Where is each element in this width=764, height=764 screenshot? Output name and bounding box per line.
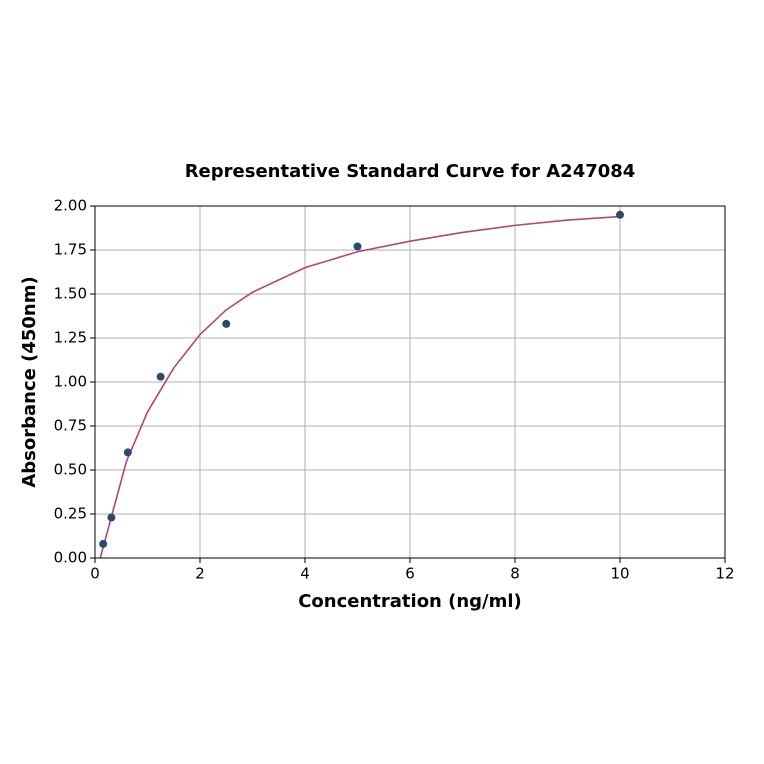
x-axis-label: Concentration (ng/ml) — [298, 591, 522, 612]
y-tick-label: 0.50 — [54, 461, 87, 479]
y-axis-label: Absorbance (450nm) — [19, 276, 40, 487]
plot — [99, 210, 624, 559]
chart-title: Representative Standard Curve for A24708… — [185, 161, 636, 182]
y-tick-label: 1.25 — [54, 329, 87, 347]
data-point — [616, 210, 624, 219]
y-tick-label: 0.00 — [54, 549, 87, 567]
y-tick-label: 0.25 — [54, 505, 87, 523]
data-point — [123, 448, 132, 457]
data-point — [353, 242, 362, 251]
x-tick-label: 4 — [300, 565, 310, 583]
x-tick-label: 2 — [195, 565, 205, 583]
data-point — [156, 372, 165, 381]
x-tick-label: 12 — [715, 565, 734, 583]
y-tick-label: 1.75 — [54, 241, 87, 259]
x-tick-label: 8 — [510, 565, 520, 583]
y-tick-label: 1.50 — [54, 285, 87, 303]
data-point — [99, 539, 108, 548]
fit-curve — [99, 215, 621, 559]
data-point — [222, 319, 231, 328]
y-tick-label: 1.00 — [54, 373, 87, 391]
y-tick-label: 0.75 — [54, 417, 87, 435]
x-tick-label: 6 — [405, 565, 415, 583]
grid — [94, 205, 726, 559]
y-tick-label: 2.00 — [54, 197, 87, 215]
data-point — [107, 513, 116, 522]
x-tick-label: 10 — [610, 565, 629, 583]
x-tick-label: 0 — [90, 565, 100, 583]
